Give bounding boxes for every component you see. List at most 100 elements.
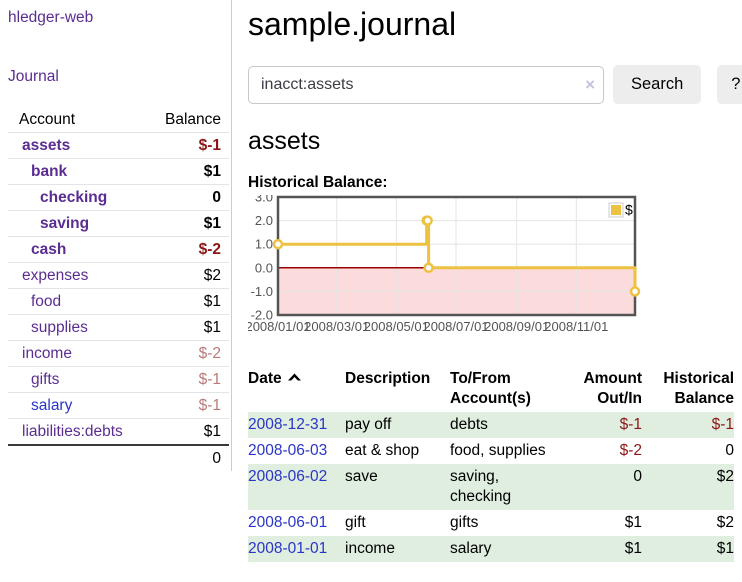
transaction-date-link[interactable]: 2008-01-01 bbox=[248, 540, 328, 557]
x-axis-tick-label: 2008/07/01 bbox=[423, 319, 488, 334]
account-link[interactable]: saving bbox=[40, 215, 90, 232]
transaction-accounts: debts bbox=[450, 416, 488, 433]
transaction-date-link[interactable]: 2008-06-01 bbox=[248, 514, 328, 531]
transaction-description: pay off bbox=[345, 416, 392, 433]
y-axis-tick-label: -1.0 bbox=[251, 284, 273, 299]
register-table: Date Description To/From Account(s) Amou… bbox=[248, 366, 734, 562]
legend-swatch bbox=[611, 205, 621, 215]
x-axis-tick-label: 2008/11/01 bbox=[544, 319, 608, 334]
transaction-description: eat & shop bbox=[345, 442, 420, 459]
account-balance: $1 bbox=[203, 163, 221, 180]
app-title: hledger-web bbox=[8, 9, 231, 27]
sidebar-item-journal[interactable]: Journal bbox=[8, 68, 59, 85]
transaction-date-link[interactable]: 2008-06-02 bbox=[248, 468, 328, 485]
balance-column-header: Balance bbox=[164, 111, 221, 128]
account-balance: $-2 bbox=[198, 241, 221, 258]
account-link[interactable]: cash bbox=[31, 241, 67, 258]
account-balance: $-1 bbox=[198, 397, 221, 414]
account-row-expenses: expenses $2 bbox=[8, 262, 229, 289]
account-link[interactable]: checking bbox=[40, 189, 108, 206]
table-row: 2008-06-03 eat & shop food, supplies $-2… bbox=[248, 438, 734, 464]
table-row: 2008-01-01 income salary $1 $1 bbox=[248, 536, 734, 562]
account-link[interactable]: expenses bbox=[22, 267, 89, 284]
account-balance: $1 bbox=[203, 319, 221, 336]
account-row-checking: checking 0 bbox=[8, 184, 229, 211]
transaction-accounts: salary bbox=[450, 540, 492, 557]
transaction-balance: $2 bbox=[716, 514, 734, 531]
transaction-balance: $1 bbox=[716, 540, 734, 557]
account-balance: $-2 bbox=[198, 345, 221, 362]
balance-chart-svg: 3.0 2.0 1.0 0.0 -1.0 -2.02008/01/012008/03/01… bbox=[245, 190, 641, 334]
x-axis-tick-label: 2008/01/01 bbox=[248, 319, 311, 334]
y-axis-tick-label: 3.0 bbox=[255, 195, 273, 205]
account-heading: assets bbox=[248, 127, 321, 155]
transaction-amount: 0 bbox=[633, 468, 642, 485]
account-row-supplies: supplies $1 bbox=[8, 314, 229, 341]
x-axis-tick-label: 2008/03/01 bbox=[304, 319, 369, 334]
account-balance: $1 bbox=[203, 423, 221, 440]
search-form: × Search ? bbox=[248, 65, 742, 104]
data-point-marker bbox=[422, 215, 433, 226]
account-link[interactable]: assets bbox=[22, 137, 71, 154]
y-axis-tick-label: 1.0 bbox=[255, 237, 273, 252]
account-balance: $-1 bbox=[198, 371, 221, 388]
help-button[interactable]: ? bbox=[717, 65, 742, 104]
transaction-description: gift bbox=[345, 514, 366, 531]
page-title: sample.journal bbox=[248, 6, 457, 42]
account-balance: $1 bbox=[203, 215, 221, 232]
transaction-balance: $-1 bbox=[711, 416, 734, 433]
accounts-total-row: 0 bbox=[8, 444, 229, 471]
search-button[interactable]: Search bbox=[613, 65, 702, 104]
account-link[interactable]: gifts bbox=[31, 371, 60, 388]
account-link[interactable]: liabilities:debts bbox=[22, 423, 123, 440]
account-link[interactable]: food bbox=[31, 293, 62, 310]
transaction-balance: $2 bbox=[716, 468, 734, 485]
account-row-saving: saving $1 bbox=[8, 210, 229, 237]
app-title-link[interactable]: hledger-web bbox=[8, 9, 94, 26]
account-link[interactable]: bank bbox=[31, 163, 68, 180]
account-row-assets: assets $-1 bbox=[8, 132, 229, 159]
account-balance: 0 bbox=[212, 189, 221, 206]
account-row-food: food $1 bbox=[8, 288, 229, 315]
account-link[interactable]: income bbox=[22, 345, 72, 362]
transaction-accounts: saving, checking bbox=[450, 468, 512, 505]
sidebar: hledger-web Journal Account Balance asse… bbox=[0, 0, 232, 471]
account-row-gifts: gifts $-1 bbox=[8, 366, 229, 393]
transaction-balance: 0 bbox=[725, 442, 734, 459]
account-balance: $-1 bbox=[198, 137, 221, 154]
transaction-amount: $1 bbox=[624, 540, 642, 557]
account-row-liabilities-debts: liabilities:debts $1 bbox=[8, 418, 229, 445]
transaction-accounts: gifts bbox=[450, 514, 479, 531]
transaction-description: save bbox=[345, 468, 378, 485]
balance-column-header: Historical Balance bbox=[663, 370, 734, 407]
chart-label: Historical Balance: bbox=[248, 174, 388, 191]
accounts-table: Account Balance assets $-1 bank $1 check… bbox=[8, 107, 229, 471]
account-row-salary: salary $-1 bbox=[8, 392, 229, 419]
transaction-date-link[interactable]: 2008-06-03 bbox=[248, 442, 328, 459]
transaction-description: income bbox=[345, 540, 395, 557]
date-header-label: Date bbox=[248, 370, 282, 387]
transaction-accounts: food, supplies bbox=[450, 442, 546, 459]
date-column-header[interactable]: Date bbox=[248, 366, 345, 412]
search-input[interactable] bbox=[248, 65, 604, 104]
plot-border bbox=[276, 195, 637, 317]
legend-label: $ bbox=[625, 202, 633, 218]
y-axis-tick-label: 2.0 bbox=[255, 213, 273, 228]
y-axis-tick-label: -2.0 bbox=[251, 308, 273, 323]
account-link[interactable]: supplies bbox=[31, 319, 88, 336]
account-row-income: income $-2 bbox=[8, 340, 229, 367]
account-link[interactable]: salary bbox=[31, 397, 73, 414]
x-axis-tick-label: 2008/09/01 bbox=[484, 319, 549, 334]
clear-search-icon[interactable]: × bbox=[585, 74, 595, 94]
table-row: 2008-12-31 pay off debts $-1 $-1 bbox=[248, 412, 734, 438]
sort-ascending-icon bbox=[287, 370, 302, 390]
transaction-amount: $-2 bbox=[619, 442, 642, 459]
transaction-date-link[interactable]: 2008-12-31 bbox=[248, 416, 328, 433]
transaction-amount: $1 bbox=[624, 514, 642, 531]
amount-column-header: Amount Out/In bbox=[583, 370, 642, 407]
table-row: 2008-06-02 save saving, checking 0 $2 bbox=[248, 464, 734, 510]
search-box: × bbox=[248, 65, 604, 104]
page: hledger-web Journal Account Balance asse… bbox=[0, 0, 742, 562]
data-point-marker bbox=[423, 262, 434, 274]
y-axis-tick-label: 0.0 bbox=[255, 260, 273, 275]
